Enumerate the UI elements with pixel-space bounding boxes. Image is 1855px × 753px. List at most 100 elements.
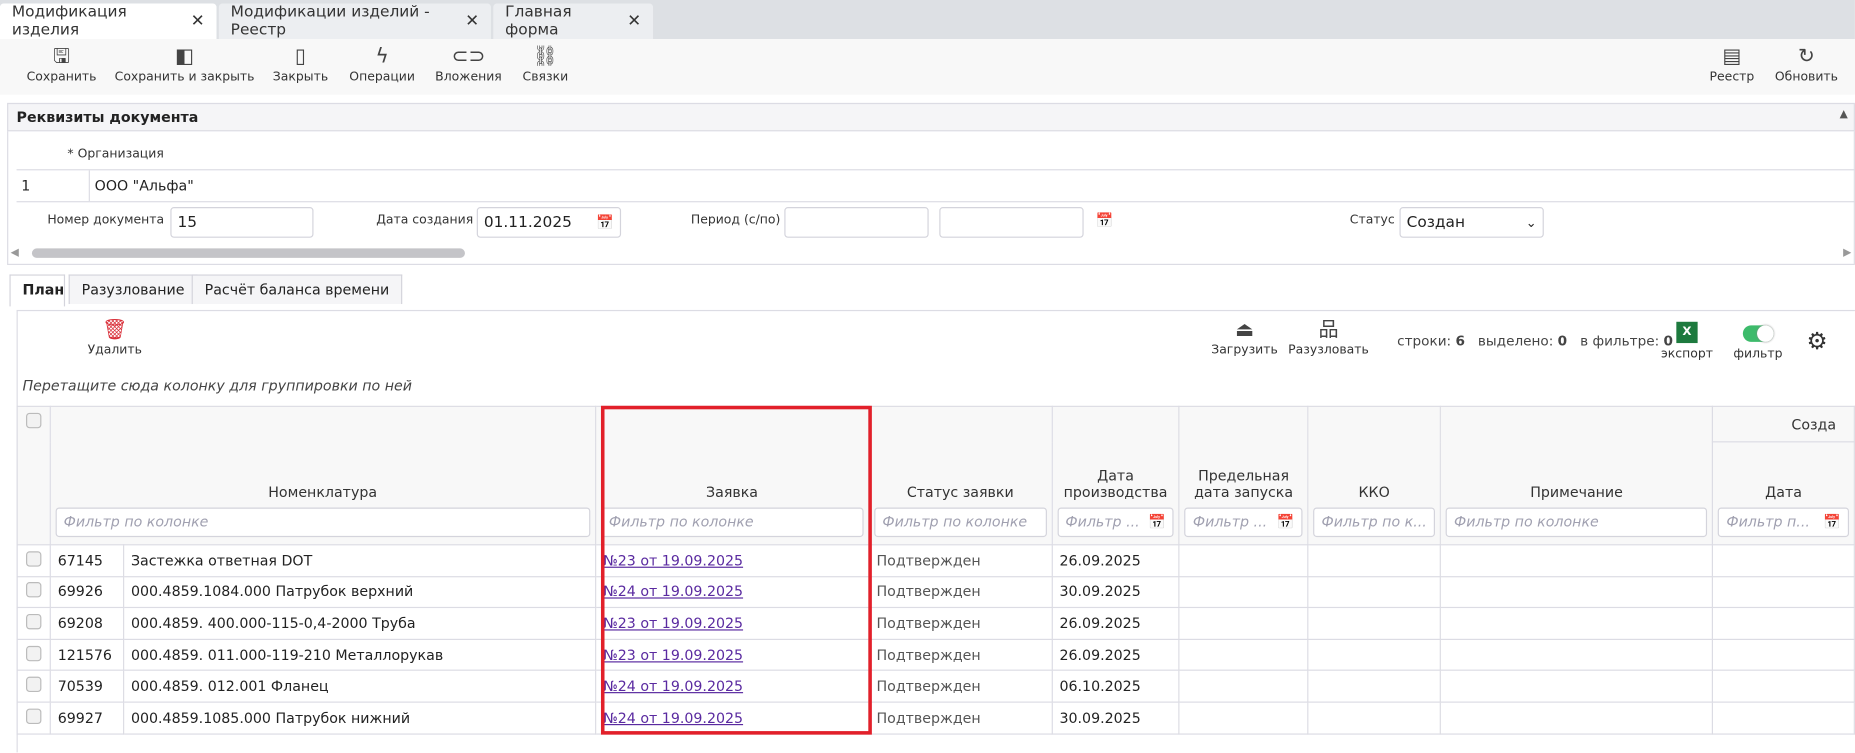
row-checkbox[interactable] (25, 708, 42, 724)
tab-registry[interactable]: Модификации изделий - Реестр ✕ (218, 3, 491, 40)
close-icon[interactable]: ✕ (190, 11, 205, 31)
operations-button[interactable]: ϟ Операции (349, 44, 415, 84)
period-to-input[interactable] (939, 207, 1084, 238)
links-button[interactable]: ⛓ Связки (523, 44, 569, 84)
header-label: Дата производства (1063, 467, 1168, 501)
tab-main-form[interactable]: Главная форма ✕ (493, 3, 654, 40)
row-checkbox[interactable] (25, 613, 42, 630)
close-icon[interactable]: ✕ (627, 11, 642, 31)
filter-input[interactable]: Фильтр п... 📅 (1718, 507, 1850, 538)
nomenclature-cell: 000.4859.1085.000 Патрубок нижний (122, 701, 596, 735)
doc-number-input[interactable]: 15 (170, 207, 314, 238)
table-row[interactable]: 67145 Застежка ответная DOT №23 от 19.09… (16, 544, 1855, 577)
request-link[interactable]: №23 от 19.09.2025 (602, 615, 744, 632)
request-link[interactable]: №24 от 19.09.2025 (602, 709, 744, 727)
filter-toggle[interactable]: фильтр (1733, 325, 1782, 361)
note-cell (1439, 670, 1714, 703)
table-row[interactable]: 121576 000.4859. 011.000-119-210 Металло… (16, 638, 1855, 672)
request-status-cell: Подтвержден (868, 575, 1053, 609)
explode-button[interactable]: 品 Разузловать (1288, 317, 1369, 357)
tab-modification[interactable]: Модификация изделия ✕ (0, 3, 217, 40)
select-all-header (16, 405, 51, 546)
delete-label: Удалить (87, 343, 142, 358)
excel-icon: X (1676, 321, 1698, 344)
code-cell: 67145 (49, 544, 124, 577)
request-link[interactable]: №23 от 19.09.2025 (602, 646, 744, 664)
refresh-button[interactable]: ↻ Обновить (1775, 44, 1838, 84)
request-link[interactable]: №23 от 19.09.2025 (602, 552, 744, 569)
col-prod-date[interactable]: Дата производства Фильтр ... 📅 (1051, 405, 1180, 546)
load-button[interactable]: ⏏ Загрузить (1211, 317, 1278, 357)
details-header[interactable]: Реквизиты документа (7, 102, 1855, 132)
col-limit-date[interactable]: Предельная дата запуска Фильтр ... 📅 (1178, 405, 1309, 546)
calendar-icon[interactable]: 📅 (1095, 211, 1114, 229)
row-checkbox-cell (16, 638, 51, 672)
limit-date-cell (1178, 670, 1309, 703)
col-request[interactable]: Заявка Фильтр по колонке (594, 405, 870, 546)
filter-input[interactable]: Фильтр по к... (1313, 507, 1436, 538)
filter-input[interactable]: Фильтр по колонке (874, 507, 1047, 538)
status-select[interactable]: Создан ⌄ (1399, 207, 1544, 238)
row-checkbox[interactable] (25, 551, 42, 567)
registry-icon: ▤ (1722, 44, 1742, 69)
col-date[interactable]: Дата Фильтр п... 📅 (1712, 441, 1855, 546)
attachments-label: Вложения (435, 69, 502, 84)
table-row[interactable]: 69926 000.4859.1084.000 Патрубок верхний… (16, 575, 1855, 609)
registry-label: Реестр (1709, 69, 1755, 84)
row-checkbox[interactable] (25, 582, 42, 598)
calendar-icon[interactable]: 📅 (1147, 513, 1166, 530)
created-date-input[interactable]: 01.11.2025 📅 (476, 207, 622, 238)
row-checkbox-cell (16, 607, 51, 640)
period-from-input[interactable] (784, 207, 929, 238)
door-icon: ▯ (294, 44, 307, 69)
col-note[interactable]: Примечание Фильтр по колонке (1439, 405, 1714, 546)
scroll-right-icon[interactable]: ▶ (1843, 247, 1852, 260)
request-status-cell: Подтвержден (868, 701, 1053, 735)
col-request-status[interactable]: Статус заявки Фильтр по колонке (868, 405, 1053, 546)
col-kko[interactable]: ККО Фильтр по к... (1307, 405, 1441, 546)
row-checkbox[interactable] (25, 676, 42, 693)
row-checkbox[interactable] (25, 645, 42, 661)
tab-time-balance[interactable]: Расчёт баланса времени (191, 274, 403, 305)
limit-date-cell (1178, 575, 1309, 609)
horizontal-scrollbar[interactable] (31, 248, 465, 258)
details-title: Реквизиты документа (16, 108, 199, 126)
created-label: Дата создания (376, 212, 474, 228)
filter-input[interactable]: Фильтр ... 📅 (1057, 507, 1174, 538)
calendar-icon[interactable]: 📅 (1823, 513, 1841, 530)
filtered-label: в фильтре: (1580, 332, 1660, 349)
attachments-button[interactable]: ⊂⊃ Вложения (435, 44, 502, 84)
table-row[interactable]: 69927 000.4859.1085.000 Патрубок нижний … (16, 701, 1855, 735)
note-cell (1439, 607, 1714, 640)
registry-button[interactable]: ▤ Реестр (1710, 44, 1755, 84)
created-value: 01.11.2025 (483, 213, 572, 232)
calendar-icon[interactable]: 📅 (596, 214, 614, 231)
col-nomenclature[interactable]: Номенклатура Фильтр по колонке (49, 405, 596, 546)
filter-input[interactable]: Фильтр ... 📅 (1184, 507, 1303, 538)
note-cell (1439, 638, 1714, 672)
group-hint: Перетащите сюда колонку для группировки … (22, 377, 412, 394)
select-all-checkbox[interactable] (25, 412, 42, 429)
org-field[interactable]: 1 ООО "Альфа" (16, 169, 1855, 203)
save-button[interactable]: 🖫 Сохранить (27, 44, 97, 84)
close-button[interactable]: ▯ Закрыть (273, 44, 328, 84)
request-link[interactable]: №24 от 19.09.2025 (602, 678, 744, 695)
gear-icon[interactable]: ⚙ (1806, 326, 1828, 355)
filter-placeholder: Фильтр по колонке (882, 513, 1028, 530)
calendar-icon[interactable]: 📅 (1276, 513, 1295, 530)
save-close-button[interactable]: ◧ Сохранить и закрыть (115, 44, 255, 84)
tab-explosion[interactable]: Разузлование (68, 274, 198, 305)
table-row[interactable]: 69208 000.4859. 400.000-115-0,4-2000 Тру… (16, 607, 1855, 640)
header-label: Номенклатура (268, 483, 378, 501)
filter-input[interactable]: Фильтр по колонке (1445, 507, 1708, 538)
request-link[interactable]: №24 от 19.09.2025 (602, 583, 744, 601)
header-label: Заявка (706, 483, 759, 501)
delete-button[interactable]: 🗑 Удалить (88, 317, 142, 357)
filter-input[interactable]: Фильтр по колонке (55, 507, 590, 538)
close-icon[interactable]: ✕ (465, 11, 480, 31)
table-row[interactable]: 70539 000.4859. 012.001 Фланец №24 от 19… (16, 670, 1855, 703)
collapse-icon[interactable]: ▲ (1839, 108, 1848, 121)
tab-plan[interactable]: План (9, 274, 66, 307)
scroll-left-icon[interactable]: ◀ (10, 247, 19, 260)
